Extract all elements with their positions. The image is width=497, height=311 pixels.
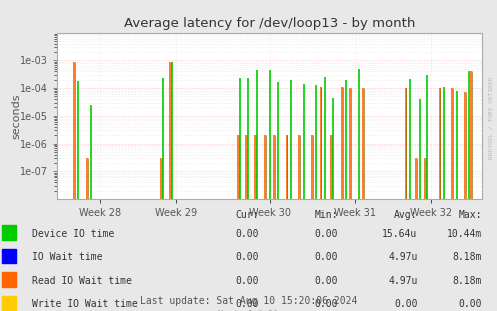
Text: 4.97u: 4.97u (388, 276, 417, 286)
Text: 10.44m: 10.44m (447, 229, 482, 239)
Text: Munin 2.0.56: Munin 2.0.56 (219, 310, 278, 311)
Text: Cur:: Cur: (235, 210, 258, 220)
Text: 0.00: 0.00 (235, 229, 258, 239)
Text: 0.00: 0.00 (459, 299, 482, 309)
Text: RRDTOOL / TOBI OETIKER: RRDTOOL / TOBI OETIKER (489, 77, 494, 160)
Text: 0.00: 0.00 (394, 299, 417, 309)
Text: Last update: Sat Aug 10 15:20:06 2024: Last update: Sat Aug 10 15:20:06 2024 (140, 296, 357, 306)
Text: 0.00: 0.00 (315, 252, 338, 262)
Bar (2, 272, 16, 287)
Text: IO Wait time: IO Wait time (32, 252, 103, 262)
Text: 0.00: 0.00 (315, 299, 338, 309)
Text: 0.00: 0.00 (315, 229, 338, 239)
Title: Average latency for /dev/loop13 - by month: Average latency for /dev/loop13 - by mon… (124, 17, 415, 30)
Text: 8.18m: 8.18m (453, 252, 482, 262)
Text: Max:: Max: (459, 210, 482, 220)
Text: Write IO Wait time: Write IO Wait time (32, 299, 138, 309)
Text: 0.00: 0.00 (235, 276, 258, 286)
Text: Read IO Wait time: Read IO Wait time (32, 276, 132, 286)
Bar (2, 249, 16, 263)
Bar (2, 296, 16, 310)
Text: 4.97u: 4.97u (388, 252, 417, 262)
Text: Avg:: Avg: (394, 210, 417, 220)
Text: Device IO time: Device IO time (32, 229, 114, 239)
Y-axis label: seconds: seconds (11, 93, 21, 139)
Text: 0.00: 0.00 (315, 276, 338, 286)
Text: 0.00: 0.00 (235, 299, 258, 309)
Text: 0.00: 0.00 (235, 252, 258, 262)
Bar (2, 225, 16, 240)
Text: Min:: Min: (315, 210, 338, 220)
Text: 8.18m: 8.18m (453, 276, 482, 286)
Text: 15.64u: 15.64u (382, 229, 417, 239)
